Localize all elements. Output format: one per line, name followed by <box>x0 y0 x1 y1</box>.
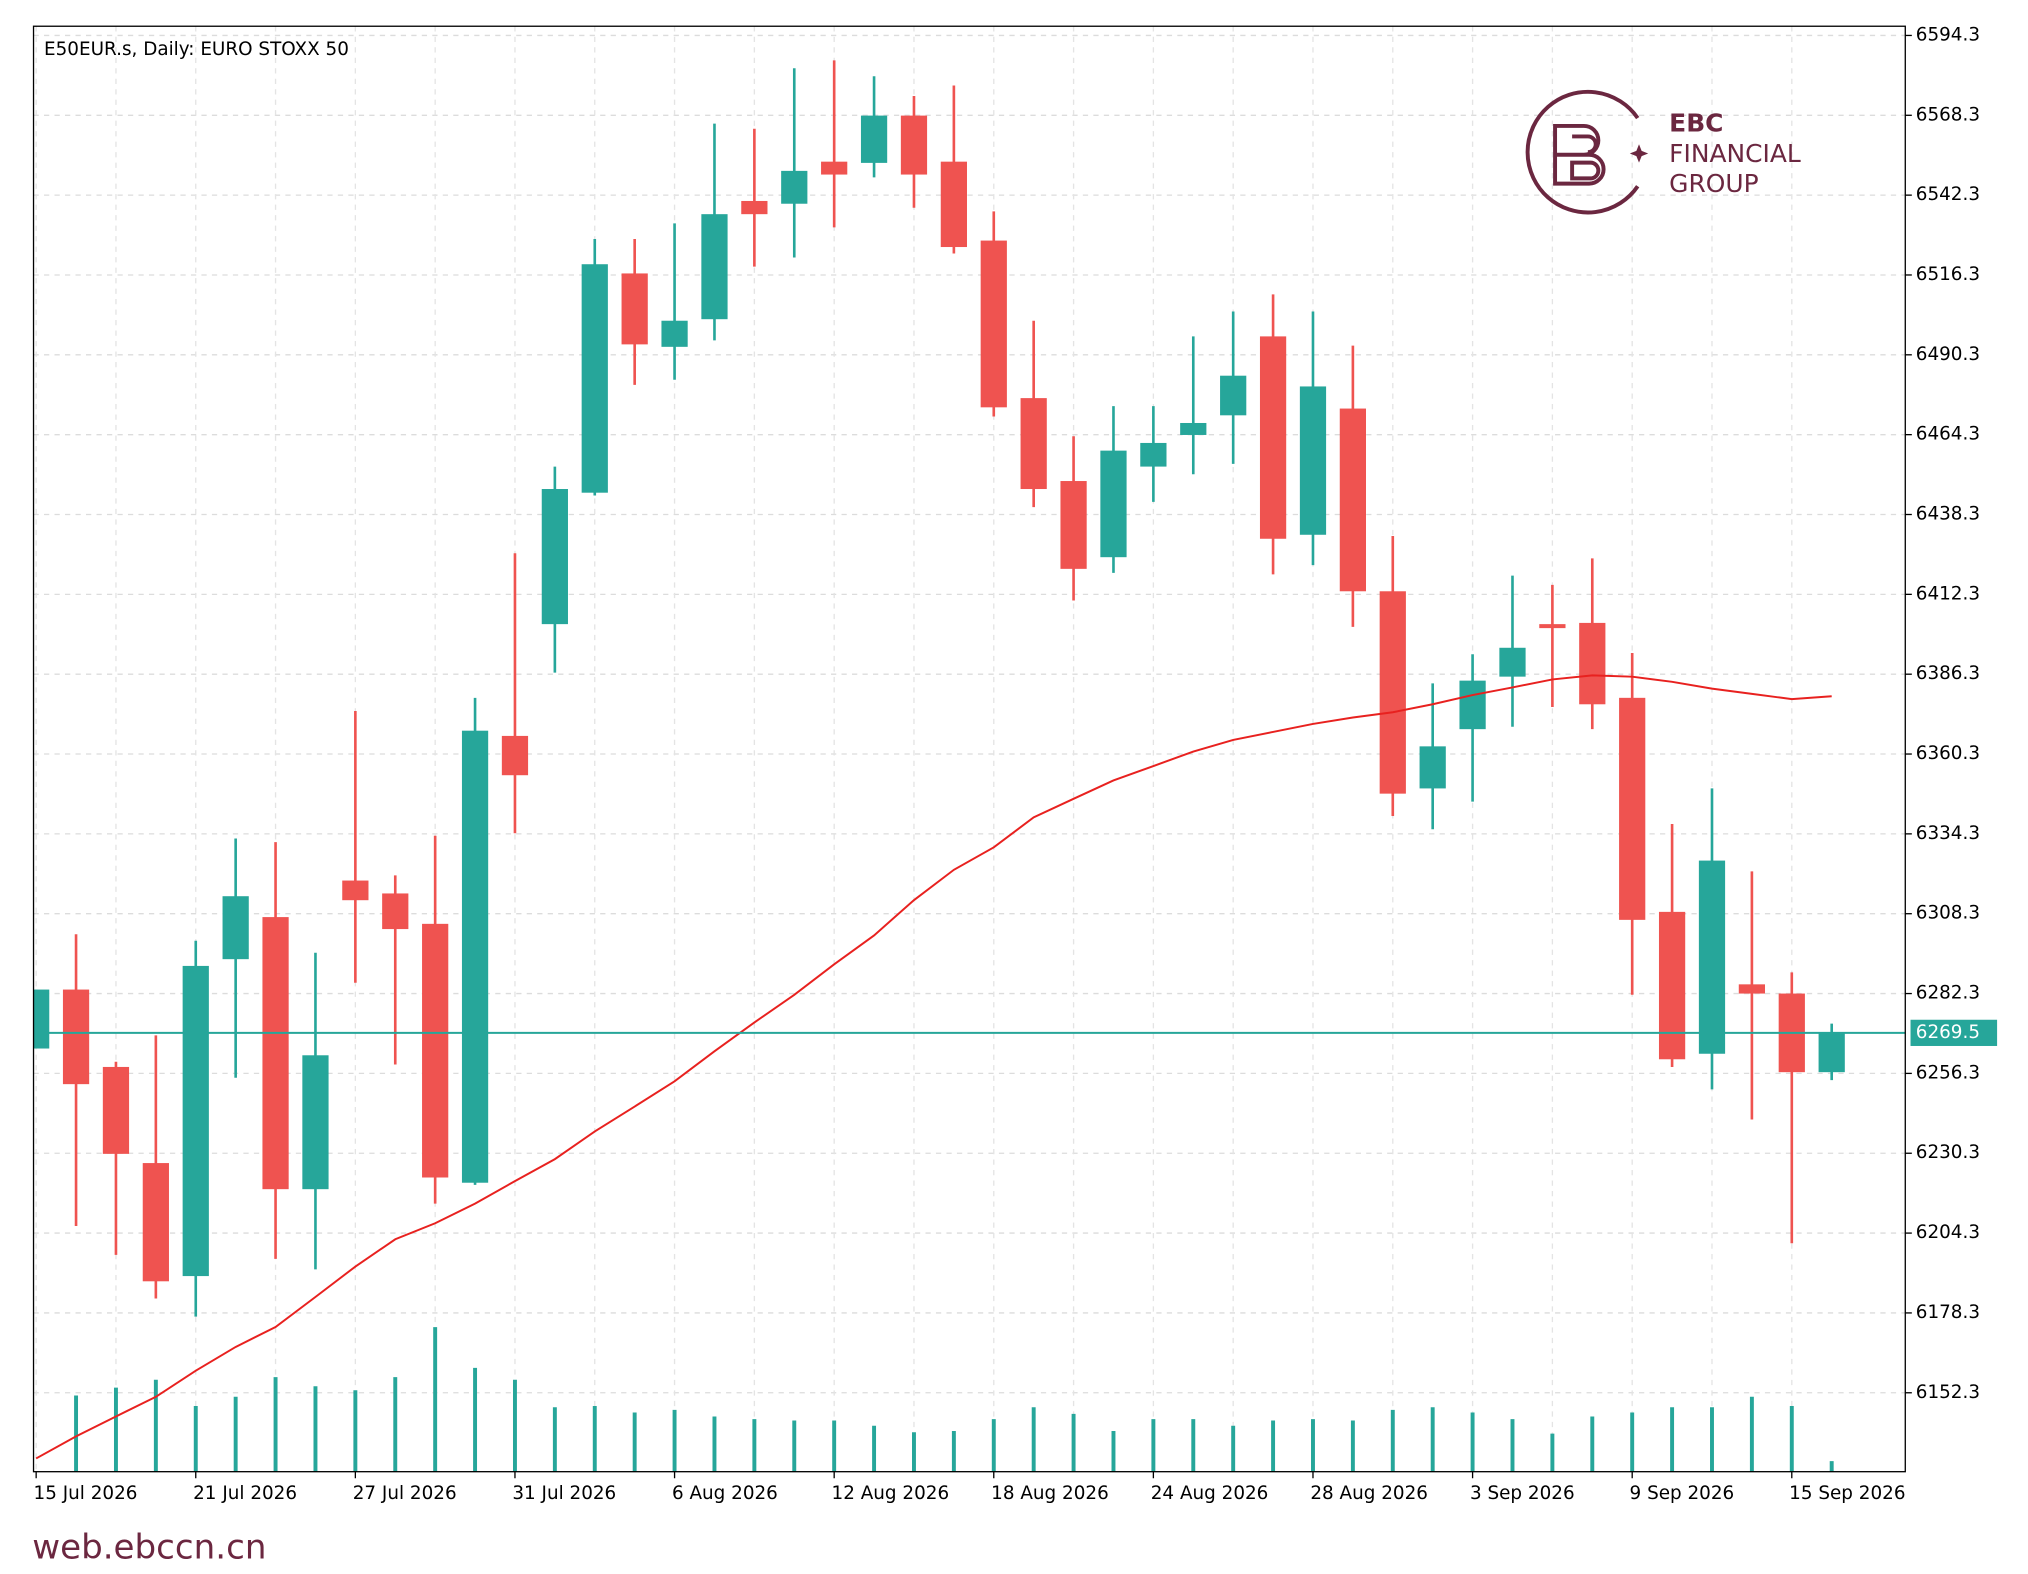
x-tick-label: 3 Sep 2026 <box>1470 1483 1575 1504</box>
y-tick-label: 6386.3 <box>1916 663 1980 684</box>
x-tick-label: 18 Aug 2026 <box>991 1483 1109 1504</box>
candle-body <box>1459 680 1486 730</box>
candle-body <box>581 264 608 493</box>
candle-body <box>1020 398 1047 490</box>
y-tick-label: 6204.3 <box>1916 1222 1980 1243</box>
x-tick-label: 12 Aug 2026 <box>832 1483 950 1504</box>
candle-body <box>741 200 768 215</box>
y-tick-label: 6490.3 <box>1916 344 1980 365</box>
x-tick-label: 9 Sep 2026 <box>1630 1483 1735 1504</box>
candle-body <box>1100 450 1127 558</box>
candle-body <box>1499 647 1526 677</box>
moving-average <box>35 674 1832 1460</box>
candle-body <box>860 115 888 163</box>
y-tick-label: 6308.3 <box>1916 903 1980 924</box>
candle-body <box>342 880 369 901</box>
logo-mark <box>1553 123 1606 186</box>
logo-brand: EBC <box>1669 109 1723 138</box>
y-tick-label: 6438.3 <box>1916 504 1980 525</box>
x-tick-label: 27 Jul 2026 <box>353 1483 457 1504</box>
candle-body <box>142 1163 169 1282</box>
x-tick-label: 28 Aug 2026 <box>1310 1483 1428 1504</box>
candle-body <box>1658 911 1686 1060</box>
y-tick-label: 6464.3 <box>1916 424 1980 445</box>
logo-line: FINANCIAL <box>1669 139 1801 168</box>
logo-line: GROUP <box>1669 169 1758 198</box>
candle-body <box>1060 481 1087 569</box>
candle-body <box>661 320 688 347</box>
candle-body <box>541 489 568 625</box>
candle-body <box>1299 386 1327 535</box>
logo: EBC FINANCIAL GROUP <box>1525 89 1801 215</box>
candle-body <box>302 1055 329 1190</box>
y-tick-label: 6178.3 <box>1916 1302 1980 1323</box>
logo-mark-inner <box>1570 134 1601 181</box>
y-tick-label: 6256.3 <box>1916 1062 1980 1083</box>
candle-body <box>781 170 808 204</box>
grid <box>33 26 1906 1472</box>
candle-body <box>701 214 728 320</box>
x-tick-label: 24 Aug 2026 <box>1151 1483 1269 1504</box>
y-tick-label: 6516.3 <box>1916 264 1980 285</box>
candle-body <box>1339 408 1366 592</box>
x-tick-label: 6 Aug 2026 <box>672 1483 778 1504</box>
y-tick-label: 6152.3 <box>1916 1382 1980 1403</box>
candle-body <box>1220 375 1247 416</box>
candle-body <box>422 923 449 1178</box>
y-tick-label: 6568.3 <box>1916 104 1980 125</box>
y-tick-label: 6334.3 <box>1916 823 1980 844</box>
y-tick-label: 6360.3 <box>1916 743 1980 764</box>
y-tick-label: 6594.3 <box>1916 24 1980 45</box>
plot-area <box>33 60 1906 1472</box>
logo-ring <box>1525 89 1640 215</box>
candle-body <box>1140 442 1167 467</box>
plot-frame <box>32 25 1906 1473</box>
candle-body <box>1698 860 1726 1054</box>
x-tick-label: 31 Jul 2026 <box>512 1483 616 1504</box>
candle-body <box>1180 422 1207 435</box>
current-price-label: 6269.5 <box>1916 1022 1980 1043</box>
candle-body <box>262 917 289 1190</box>
x-tick-label: 21 Jul 2026 <box>193 1483 297 1504</box>
candle-body <box>821 161 848 175</box>
axes: 6152.3 6178.3 6204.3 6230.3 6256.3 6282.3 6308… <box>34 24 1998 1504</box>
logo-star <box>1629 144 1649 163</box>
candle-body <box>62 989 90 1085</box>
footer-url: web.ebccn.cn <box>32 1528 266 1568</box>
candle-body <box>1738 984 1766 994</box>
candle-body <box>1379 591 1406 794</box>
candle-body <box>1619 697 1646 920</box>
candle-body <box>1539 624 1566 629</box>
candle-body <box>1259 336 1287 539</box>
candle-body <box>222 896 249 960</box>
y-tick-label: 6412.3 <box>1916 583 1980 604</box>
x-tick-label: 15 Jul 2026 <box>34 1483 138 1504</box>
candle-body <box>102 1066 130 1154</box>
candle-body <box>382 893 409 930</box>
candle-body <box>900 115 928 175</box>
current-price-tag <box>1910 1019 1998 1046</box>
y-tick-label: 6542.3 <box>1916 184 1980 205</box>
candle-body <box>940 161 967 248</box>
candle-body <box>182 965 209 1277</box>
candle-body <box>621 273 648 345</box>
x-tick-label: 15 Sep 2026 <box>1789 1483 1905 1504</box>
y-tick-label: 6230.3 <box>1916 1142 1980 1163</box>
candle-body <box>461 730 489 1183</box>
chart-title: E50EUR.s, Daily: EURO STOXX 50 <box>44 39 349 60</box>
candle-body <box>980 240 1007 408</box>
candle-body <box>1818 1032 1845 1073</box>
candle-body <box>1419 746 1446 789</box>
candle-body <box>1579 622 1606 705</box>
candle-body <box>501 735 529 776</box>
y-tick-label: 6282.3 <box>1916 983 1980 1004</box>
